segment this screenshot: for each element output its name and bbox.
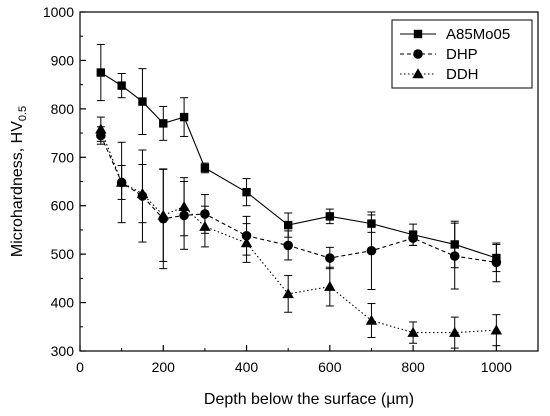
data-point	[200, 163, 210, 173]
data-point	[159, 119, 168, 128]
data-point	[449, 251, 460, 261]
legend-label: DDH	[446, 66, 479, 83]
y-tick-label: 500	[51, 246, 75, 262]
data-point	[115, 176, 128, 187]
plot-layer	[95, 43, 503, 349]
data-point	[96, 68, 106, 77]
data-point	[242, 187, 251, 197]
data-point	[136, 187, 149, 198]
data-point	[199, 220, 211, 231]
data-point	[178, 200, 190, 211]
x-tick-label: 0	[76, 359, 84, 375]
y-axis-title-subscript: 0.5	[17, 106, 29, 121]
data-point	[366, 245, 377, 256]
legend-marker	[413, 49, 423, 59]
data-point	[283, 220, 293, 230]
data-point	[325, 212, 335, 221]
x-tick-label: 600	[318, 359, 342, 375]
y-axis-title-main: Microhardness, HV	[9, 121, 26, 257]
data-point	[240, 237, 253, 248]
data-point	[95, 123, 107, 134]
data-point	[490, 324, 503, 335]
legend-marker	[412, 68, 424, 79]
data-point	[117, 81, 126, 90]
y-tick-label: 800	[51, 101, 75, 117]
legend-marker	[413, 29, 423, 39]
x-tick-label: 200	[152, 359, 176, 375]
data-point	[179, 112, 189, 122]
y-tick-label: 400	[51, 295, 75, 311]
data-point	[138, 97, 147, 106]
y-axis-title: Microhardness, HV0.5	[9, 106, 29, 257]
data-point	[283, 240, 293, 251]
x-tick-label: 800	[401, 359, 425, 375]
x-axis-title: Depth below the surface (µm)	[204, 391, 414, 408]
data-point	[407, 326, 419, 337]
axes-layer: 0 200 400 600 800 1000 300 400 500 600 700 800 900 10…	[43, 4, 512, 375]
data-point	[157, 209, 169, 220]
data-point	[491, 257, 502, 268]
y-tick-label: 700	[51, 149, 75, 165]
x-tick-label: 400	[235, 359, 259, 375]
y-tick-label: 900	[51, 52, 75, 68]
y-tick-label: 1000	[43, 4, 74, 20]
legend: A85Mo05 DHP DDH	[391, 19, 533, 89]
y-tick-label: 300	[51, 343, 75, 359]
data-point	[325, 253, 335, 263]
legend-label: A85Mo05	[446, 26, 510, 43]
x-tick-label: 1000	[481, 359, 512, 375]
data-point	[324, 280, 336, 291]
data-point	[408, 233, 418, 243]
series-ddh	[95, 116, 503, 349]
data-point	[282, 288, 294, 299]
y-tick-label: 600	[51, 198, 75, 214]
data-point	[365, 314, 378, 325]
data-point	[449, 326, 461, 337]
legend-label: DHP	[446, 46, 478, 63]
